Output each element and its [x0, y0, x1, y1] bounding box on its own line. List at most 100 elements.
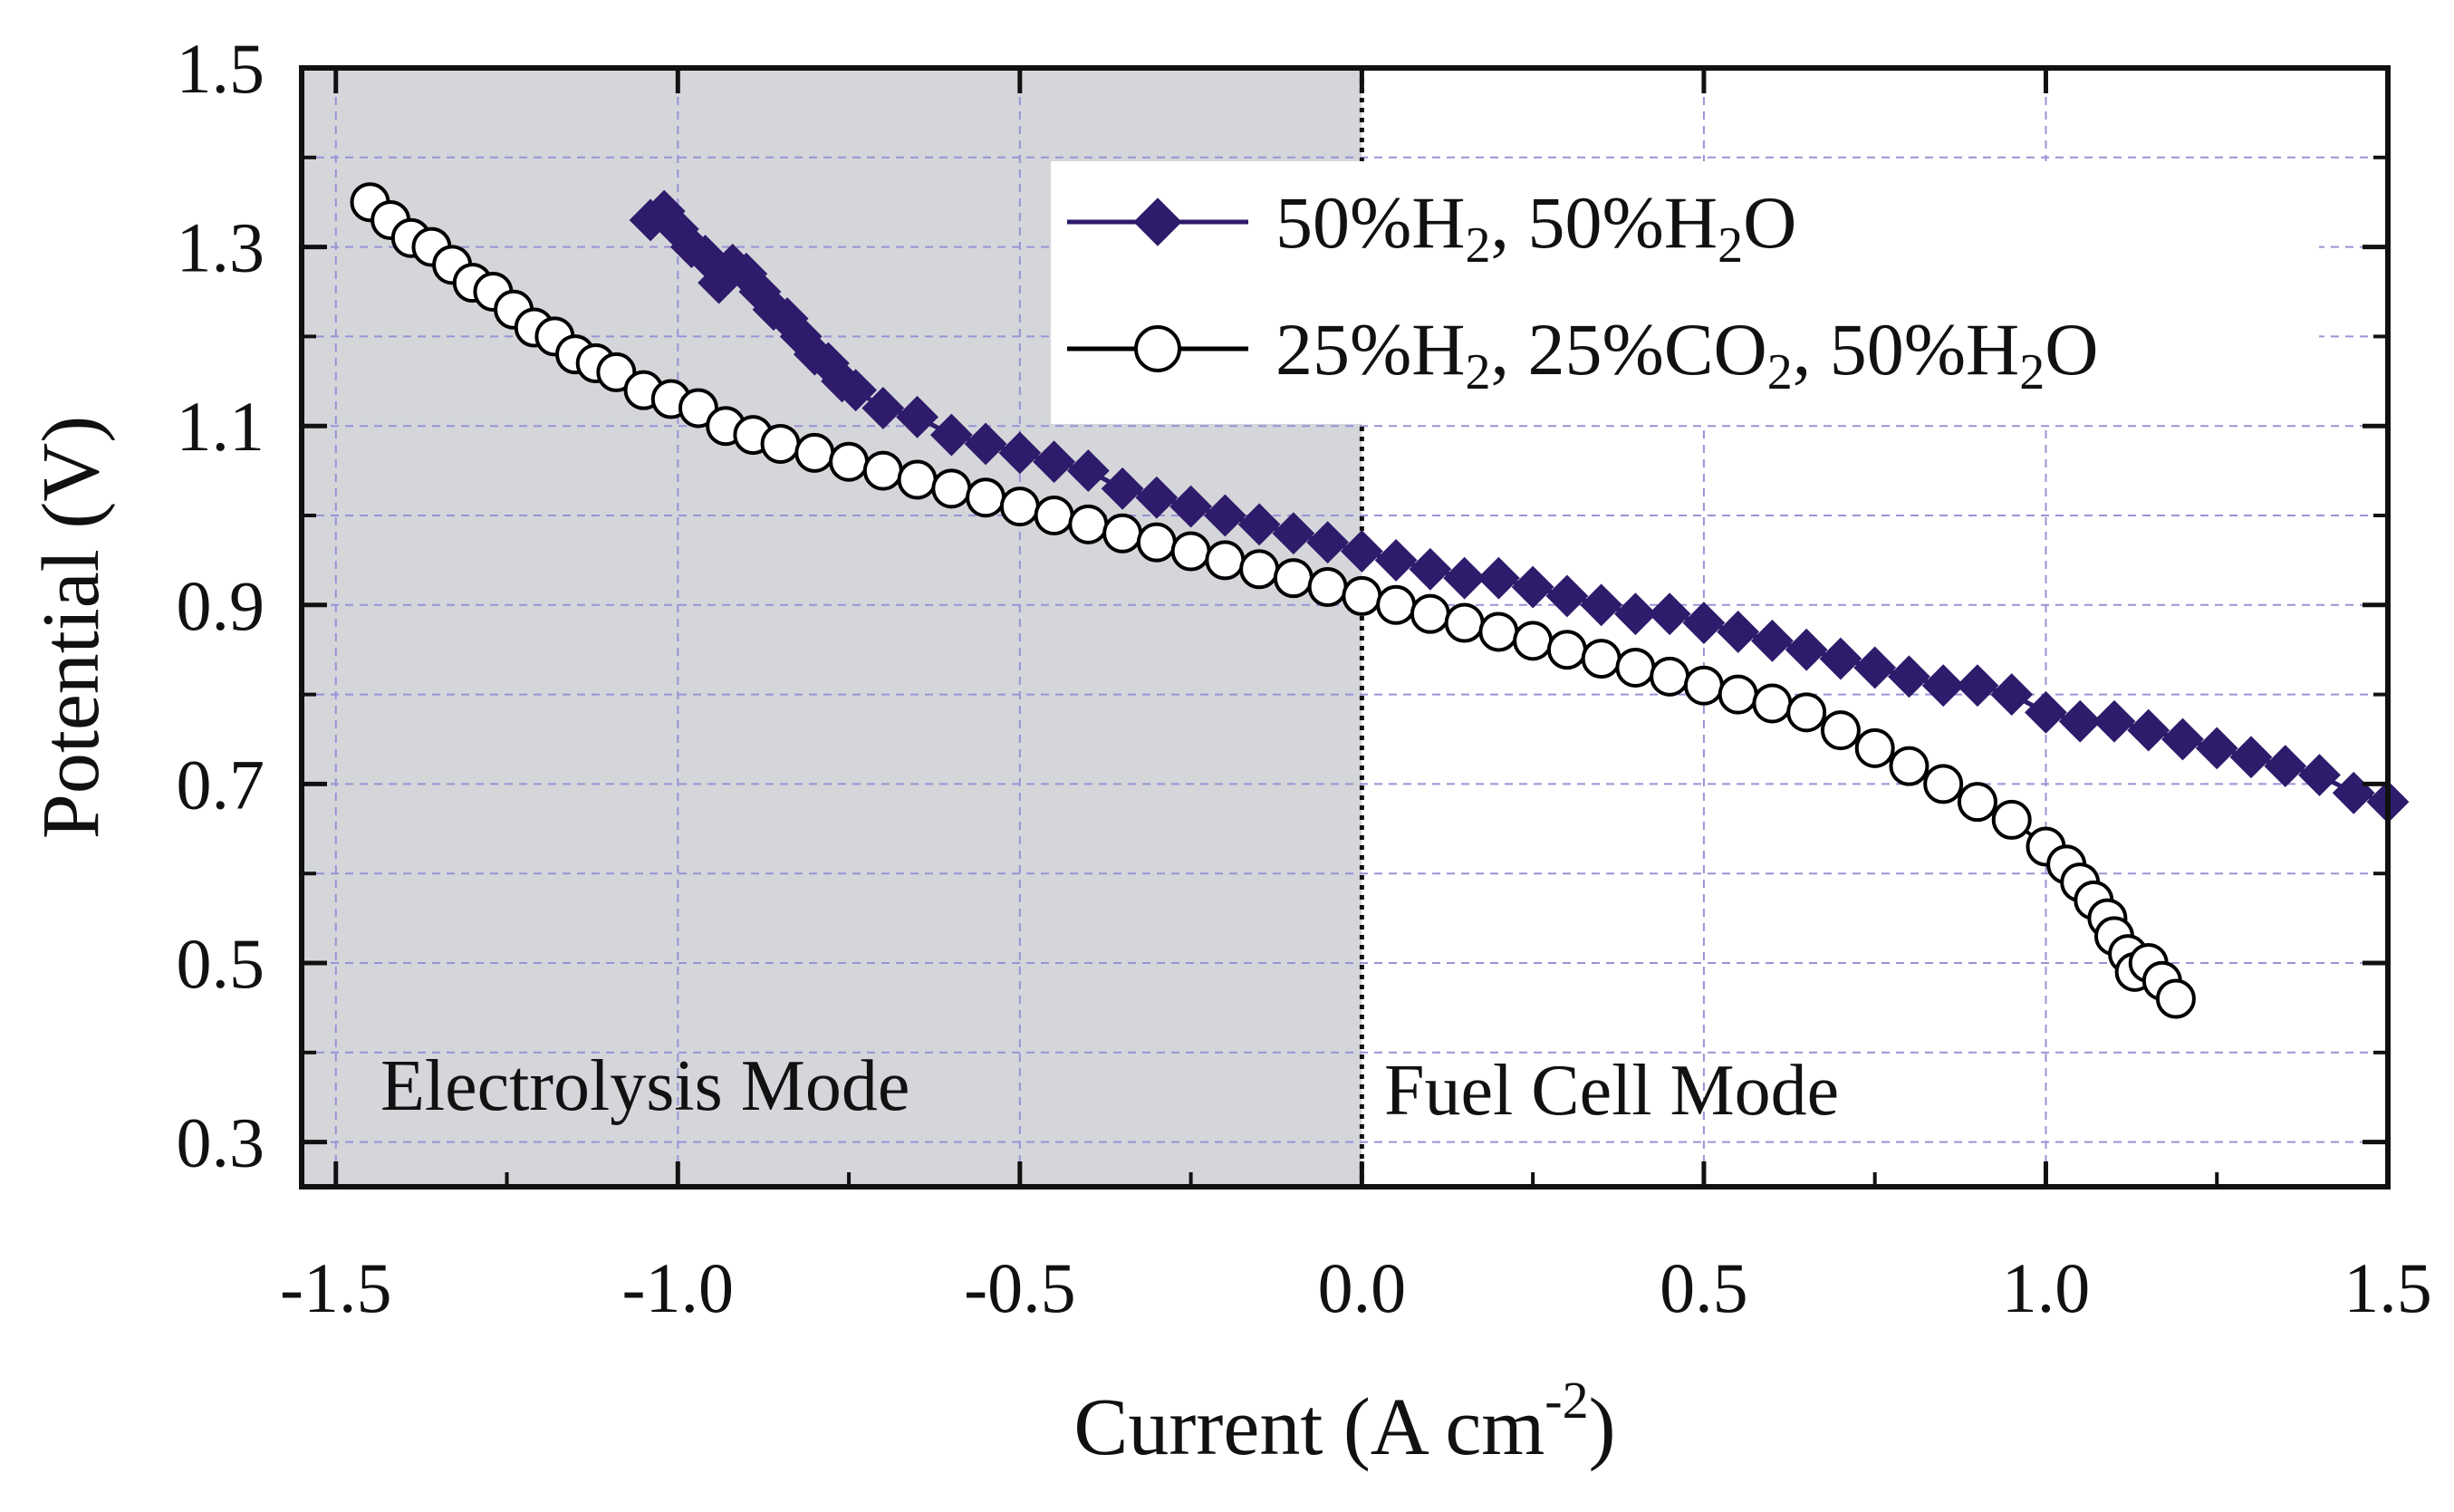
legend-text-part: , 25%CO	[1491, 308, 1767, 390]
x-tick-label: 0.5	[1660, 1248, 1748, 1327]
data-point-open-circle	[1991, 799, 2032, 840]
data-point-filled-diamond	[834, 369, 878, 412]
legend-subscript: 2	[1767, 344, 1793, 400]
legend-text-part: 25%H	[1275, 308, 1466, 390]
data-point-open-circle	[1342, 575, 1382, 616]
data-point-open-circle	[1239, 549, 1280, 590]
data-point-open-circle	[1273, 558, 1314, 599]
data-point-filled-diamond	[2058, 699, 2102, 743]
legend-text-part: O	[2045, 308, 2098, 390]
data-point-filled-diamond	[1306, 521, 1350, 564]
y-tick-label: 1.1	[177, 387, 265, 466]
data-point-open-circle	[1068, 504, 1109, 544]
data-point-filled-diamond	[1477, 556, 1520, 600]
data-point-open-circle	[1854, 727, 1895, 768]
x-tick-label: 1.0	[2002, 1248, 2091, 1327]
data-point-open-circle	[1307, 567, 1348, 608]
legend-text-part: , 50%H	[1793, 308, 2020, 390]
data-point-filled-diamond	[1511, 565, 1554, 609]
legend-subscript: 2	[1718, 217, 1743, 274]
data-point-filled-diamond	[1921, 664, 1965, 708]
data-point-open-circle	[760, 423, 801, 464]
data-point-open-circle	[596, 352, 637, 392]
legend-marker-circle	[1134, 325, 1181, 372]
data-point-filled-diamond	[2195, 727, 2238, 770]
y-tick-label: 0.5	[177, 924, 265, 1003]
data-point-open-circle	[931, 468, 972, 509]
data-point-filled-diamond	[1066, 449, 1110, 493]
data-point-open-circle	[1581, 639, 1622, 679]
data-point-filled-diamond	[1203, 494, 1246, 537]
legend-text-part: , 50%H	[1491, 181, 1718, 264]
y-tick-label: 0.7	[177, 745, 265, 823]
data-point-open-circle	[2155, 978, 2196, 1019]
data-point-filled-diamond	[2025, 690, 2067, 734]
legend-text-part: O	[1743, 181, 1796, 264]
data-point-open-circle	[1444, 602, 1485, 643]
data-point-filled-diamond	[1135, 476, 1179, 519]
data-point-open-circle	[1752, 683, 1793, 724]
data-point-filled-diamond	[1613, 592, 1657, 636]
data-point-filled-diamond	[1443, 556, 1487, 600]
data-point-open-circle	[1786, 692, 1827, 733]
data-point-filled-diamond	[2298, 754, 2341, 796]
data-point-open-circle	[1546, 630, 1587, 670]
grid	[302, 68, 2388, 1187]
electrolysis-mode-label: Electrolysis Mode	[380, 1046, 909, 1126]
data-point-open-circle	[999, 486, 1040, 527]
x-axis-label-main: Current (A cm	[1073, 1382, 1545, 1472]
x-tick-label: -1.5	[280, 1248, 391, 1327]
x-tick-label: 1.5	[2343, 1248, 2432, 1327]
legend-subscript: 2	[2019, 344, 2045, 400]
legend-subscript: 2	[1466, 217, 1491, 274]
data-point-filled-diamond	[1374, 538, 1418, 582]
data-point-filled-diamond	[896, 395, 938, 438]
data-point-open-circle	[1136, 522, 1177, 563]
data-point-open-circle	[1102, 513, 1143, 554]
data-point-filled-diamond	[1101, 467, 1144, 510]
axis-ticks: -1.5 -1.0 -0.5 0.0 0.5 1.0 1.5 0.3 0.5 0.7 0.9 1.1 1…	[177, 29, 2432, 1327]
plot-frame	[299, 65, 2391, 1189]
legend-box	[1051, 161, 2319, 424]
data-point-filled-diamond	[1751, 619, 1794, 662]
data-point-filled-diamond	[1785, 628, 1828, 671]
data-point-open-circle	[862, 450, 903, 491]
fuel-cell-mode-label: Fuel Cell Mode	[1384, 1051, 1839, 1131]
data-point-filled-diamond	[1648, 592, 1691, 636]
data-point-filled-diamond	[1169, 485, 1213, 528]
data-point-filled-diamond	[1819, 637, 1862, 680]
legend-label: 25%H2, 25%CO2, 50%H2O	[1275, 308, 2099, 400]
x-axis-label: Current (A cm-2)	[1073, 1371, 1615, 1472]
data-point-open-circle	[1957, 782, 1997, 823]
data-point-filled-diamond	[1682, 602, 1726, 644]
data-point-filled-diamond	[1340, 530, 1383, 573]
data-point-filled-diamond	[1409, 547, 1452, 591]
data-point-filled-diamond	[1956, 664, 1999, 708]
data-point-filled-diamond	[1237, 503, 1281, 546]
x-axis-label-close: )	[1589, 1382, 1616, 1472]
data-point-filled-diamond	[1580, 583, 1623, 627]
data-point-open-circle	[1205, 540, 1246, 581]
data-point-filled-diamond	[1033, 440, 1076, 484]
data-point-open-circle	[1410, 593, 1450, 634]
y-axis-label: Potential (V)	[26, 416, 116, 839]
data-point-filled-diamond	[1717, 611, 1760, 653]
data-point-filled-diamond	[1545, 574, 1589, 618]
x-axis-label-superscript: -2	[1545, 1371, 1588, 1430]
data-point-open-circle	[1478, 612, 1519, 652]
data-point-open-circle	[966, 477, 1006, 518]
data-point-filled-diamond	[1853, 646, 1897, 689]
data-point-open-circle	[829, 441, 870, 482]
data-point-open-circle	[678, 388, 718, 429]
x-tick-label: -0.5	[964, 1248, 1075, 1327]
legend-label: 50%H2, 50%H2O	[1275, 181, 1796, 274]
x-tick-label: -1.0	[622, 1248, 734, 1327]
data-point-open-circle	[897, 459, 938, 500]
data-point-open-circle	[1923, 764, 1964, 804]
y-tick-label: 0.3	[177, 1103, 265, 1182]
data-point-filled-diamond	[2161, 717, 2204, 761]
data-point-open-circle	[1889, 746, 1930, 786]
data-point-filled-diamond	[1990, 673, 2034, 717]
